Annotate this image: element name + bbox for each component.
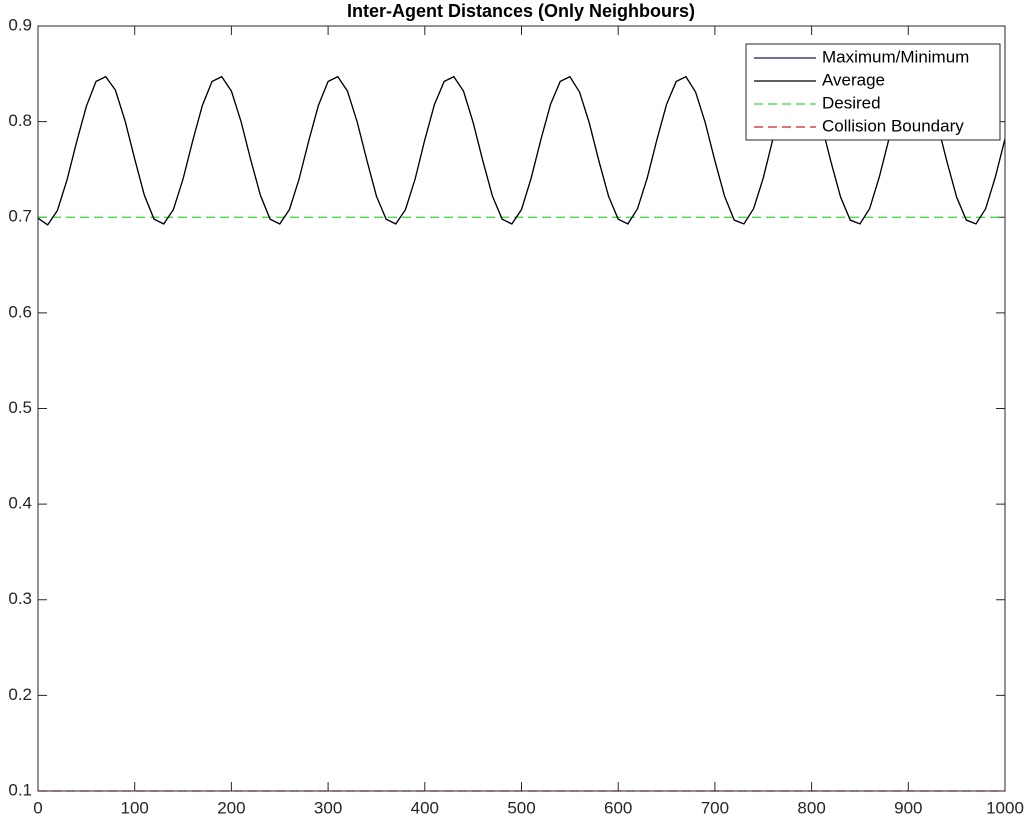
x-tick-label: 400 xyxy=(411,798,439,817)
y-tick-label: 0.2 xyxy=(8,685,32,704)
chart-title: Inter-Agent Distances (Only Neighbours) xyxy=(347,1,695,21)
x-tick-label: 100 xyxy=(121,798,149,817)
x-tick-label: 300 xyxy=(314,798,342,817)
legend-box xyxy=(745,43,1001,141)
legend: Maximum/Minimum Average Desired Collision B… xyxy=(745,43,1001,141)
legend-label: Maximum/Minimum xyxy=(822,47,969,66)
y-tick-label: 0.1 xyxy=(8,780,32,799)
y-tick-label: 0.3 xyxy=(8,589,32,608)
x-tick-label: 900 xyxy=(894,798,922,817)
y-tick-label: 0.6 xyxy=(8,302,32,321)
axes-box xyxy=(37,25,1006,792)
y-tick-label: 0.8 xyxy=(8,111,32,130)
y-tick-label: 0.9 xyxy=(8,15,32,34)
x-tick-label: 500 xyxy=(507,798,535,817)
y-tick-label: 0.4 xyxy=(8,494,32,513)
data-line xyxy=(37,75,1006,226)
y-tick-label: 0.7 xyxy=(8,207,32,226)
legend-label: Average xyxy=(822,70,885,89)
legend-label: Collision Boundary xyxy=(822,116,964,135)
x-tick-label: 800 xyxy=(797,798,825,817)
y-tick-label: 0.5 xyxy=(8,398,32,417)
x-tick-label: 0 xyxy=(33,798,42,817)
x-tick-label: 200 xyxy=(217,798,245,817)
x-tick-label: 600 xyxy=(604,798,632,817)
x-tick-label: 700 xyxy=(701,798,729,817)
legend-label: Desired xyxy=(822,93,881,112)
x-tick-label: 1000 xyxy=(986,798,1024,817)
